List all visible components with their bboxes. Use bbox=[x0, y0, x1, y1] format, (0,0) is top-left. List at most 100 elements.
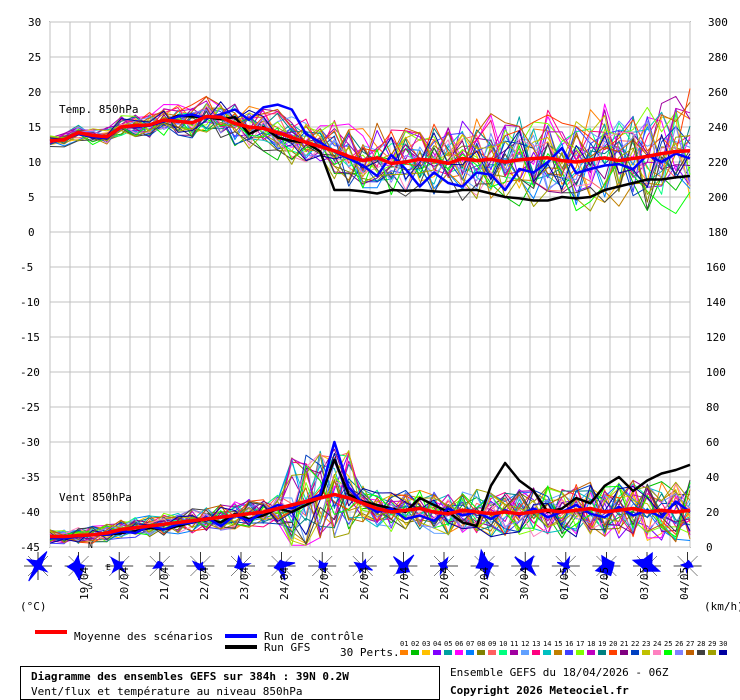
pert-color-box bbox=[565, 650, 573, 655]
wind-left-tick: -35 bbox=[20, 471, 40, 484]
date-label: 23/04 bbox=[238, 567, 251, 600]
rose-shape bbox=[556, 555, 571, 576]
pert-number: 09 bbox=[488, 640, 497, 648]
control-swatch bbox=[225, 634, 257, 638]
pert-color-box bbox=[664, 650, 672, 655]
pert-number: 19 bbox=[598, 640, 607, 648]
pert-number: 22 bbox=[631, 640, 640, 648]
date-label: 04/05 bbox=[678, 567, 691, 600]
pert-color-box bbox=[620, 650, 628, 655]
pert-color-box bbox=[686, 650, 694, 655]
date-label: 29/04 bbox=[478, 567, 491, 600]
rose-shape bbox=[273, 559, 296, 581]
date-label: 27/04 bbox=[398, 567, 411, 600]
rose-25 bbox=[267, 552, 296, 581]
wind-roses bbox=[24, 548, 702, 582]
rose-shape bbox=[393, 554, 415, 575]
date-label: 02/05 bbox=[598, 567, 611, 600]
rose-01 bbox=[511, 552, 540, 580]
pert-color-box bbox=[708, 650, 716, 655]
rose-shape bbox=[191, 560, 207, 572]
date-label: 21/04 bbox=[158, 567, 171, 600]
rose-east: E bbox=[106, 563, 111, 572]
pert-color-box bbox=[477, 650, 485, 655]
pert-number: 18 bbox=[587, 640, 596, 648]
rose-shape bbox=[66, 554, 85, 582]
wind-right-tick: 140 bbox=[706, 296, 726, 309]
pert-number: 30 bbox=[719, 640, 728, 648]
pert-color-box bbox=[433, 650, 441, 655]
perts-label: 30 Perts. bbox=[340, 646, 400, 659]
temp-member-line bbox=[49, 88, 691, 167]
temp-right-tick: 200 bbox=[708, 191, 728, 204]
pert-number: 23 bbox=[642, 640, 651, 648]
rose-20 bbox=[64, 552, 93, 582]
pert-number: 16 bbox=[565, 640, 574, 648]
mean-swatch bbox=[35, 630, 67, 634]
control-legend: Run de contrôle bbox=[264, 630, 364, 643]
pert-color-box bbox=[587, 650, 595, 655]
pert-number: 20 bbox=[609, 640, 618, 648]
legend-area: Moyenne des scénarios Run de contrôle Ru… bbox=[0, 620, 740, 700]
pert-number: 14 bbox=[543, 640, 552, 648]
wind-left-tick: -40 bbox=[20, 506, 40, 519]
wind-left-tick: -30 bbox=[20, 436, 40, 449]
pert-color-box bbox=[411, 650, 419, 655]
rose-shape bbox=[318, 559, 329, 573]
temp-right-tick: 280 bbox=[708, 51, 728, 64]
rose-22 bbox=[145, 552, 174, 580]
date-label: 30/04 bbox=[518, 567, 531, 600]
rose-shape bbox=[152, 560, 164, 572]
temp-member-line bbox=[49, 101, 691, 190]
date-label: 28/04 bbox=[438, 567, 451, 600]
pert-number: 26 bbox=[675, 640, 684, 648]
rose-26 bbox=[308, 552, 337, 580]
rose-shape bbox=[110, 556, 127, 574]
pert-number: 12 bbox=[521, 640, 530, 648]
rose-05 bbox=[673, 552, 702, 580]
pert-number: 17 bbox=[576, 640, 585, 648]
pert-color-box bbox=[444, 650, 452, 655]
pert-number: 05 bbox=[444, 640, 453, 648]
date-label: 03/05 bbox=[638, 567, 651, 600]
pert-number: 11 bbox=[510, 640, 519, 648]
left-unit-label: (°C) bbox=[20, 600, 47, 613]
temp-left-tick: 20 bbox=[28, 86, 41, 99]
pert-number: 29 bbox=[708, 640, 717, 648]
temp-right-tick: 260 bbox=[708, 86, 728, 99]
wind-mean-line bbox=[50, 492, 691, 539]
pert-number: 08 bbox=[477, 640, 486, 648]
copyright: Copyright 2026 Meteociel.fr bbox=[450, 684, 629, 697]
temp-member-line bbox=[49, 122, 691, 212]
rose-shape bbox=[25, 551, 49, 582]
rose-shape bbox=[514, 555, 537, 577]
wind-member-line bbox=[49, 479, 691, 543]
wind-left-tick: -45 bbox=[20, 541, 40, 554]
pert-number: 27 bbox=[686, 640, 695, 648]
pert-color-box bbox=[510, 650, 518, 655]
pert-color-box bbox=[532, 650, 540, 655]
temp-left-tick: 30 bbox=[28, 16, 41, 29]
pert-color-box bbox=[554, 650, 562, 655]
wind-right-tick: 120 bbox=[706, 331, 726, 344]
pert-color-box bbox=[598, 650, 606, 655]
rose-04 bbox=[631, 551, 662, 580]
pert-color-box bbox=[455, 650, 463, 655]
pert-color-box bbox=[499, 650, 507, 655]
rose-27 bbox=[348, 552, 377, 580]
rose-30 bbox=[470, 548, 499, 581]
rose-03 bbox=[592, 552, 621, 580]
pert-number: 07 bbox=[466, 640, 475, 648]
date-label: 01/05 bbox=[558, 567, 571, 600]
wind-left-tick: -15 bbox=[20, 331, 40, 344]
rose-shape bbox=[475, 548, 495, 581]
pert-color-box bbox=[653, 650, 661, 655]
wind-right-tick: 160 bbox=[706, 261, 726, 274]
info-subtitle: Vent/flux et température au niveau 850hP… bbox=[31, 685, 303, 698]
info-box: Diagramme des ensembles GEFS sur 384h : … bbox=[20, 666, 440, 700]
pert-number: 01 bbox=[400, 640, 409, 648]
date-label: 25/04 bbox=[318, 567, 331, 600]
temp-member-line bbox=[49, 100, 691, 185]
wind-left-tick: -20 bbox=[20, 366, 40, 379]
